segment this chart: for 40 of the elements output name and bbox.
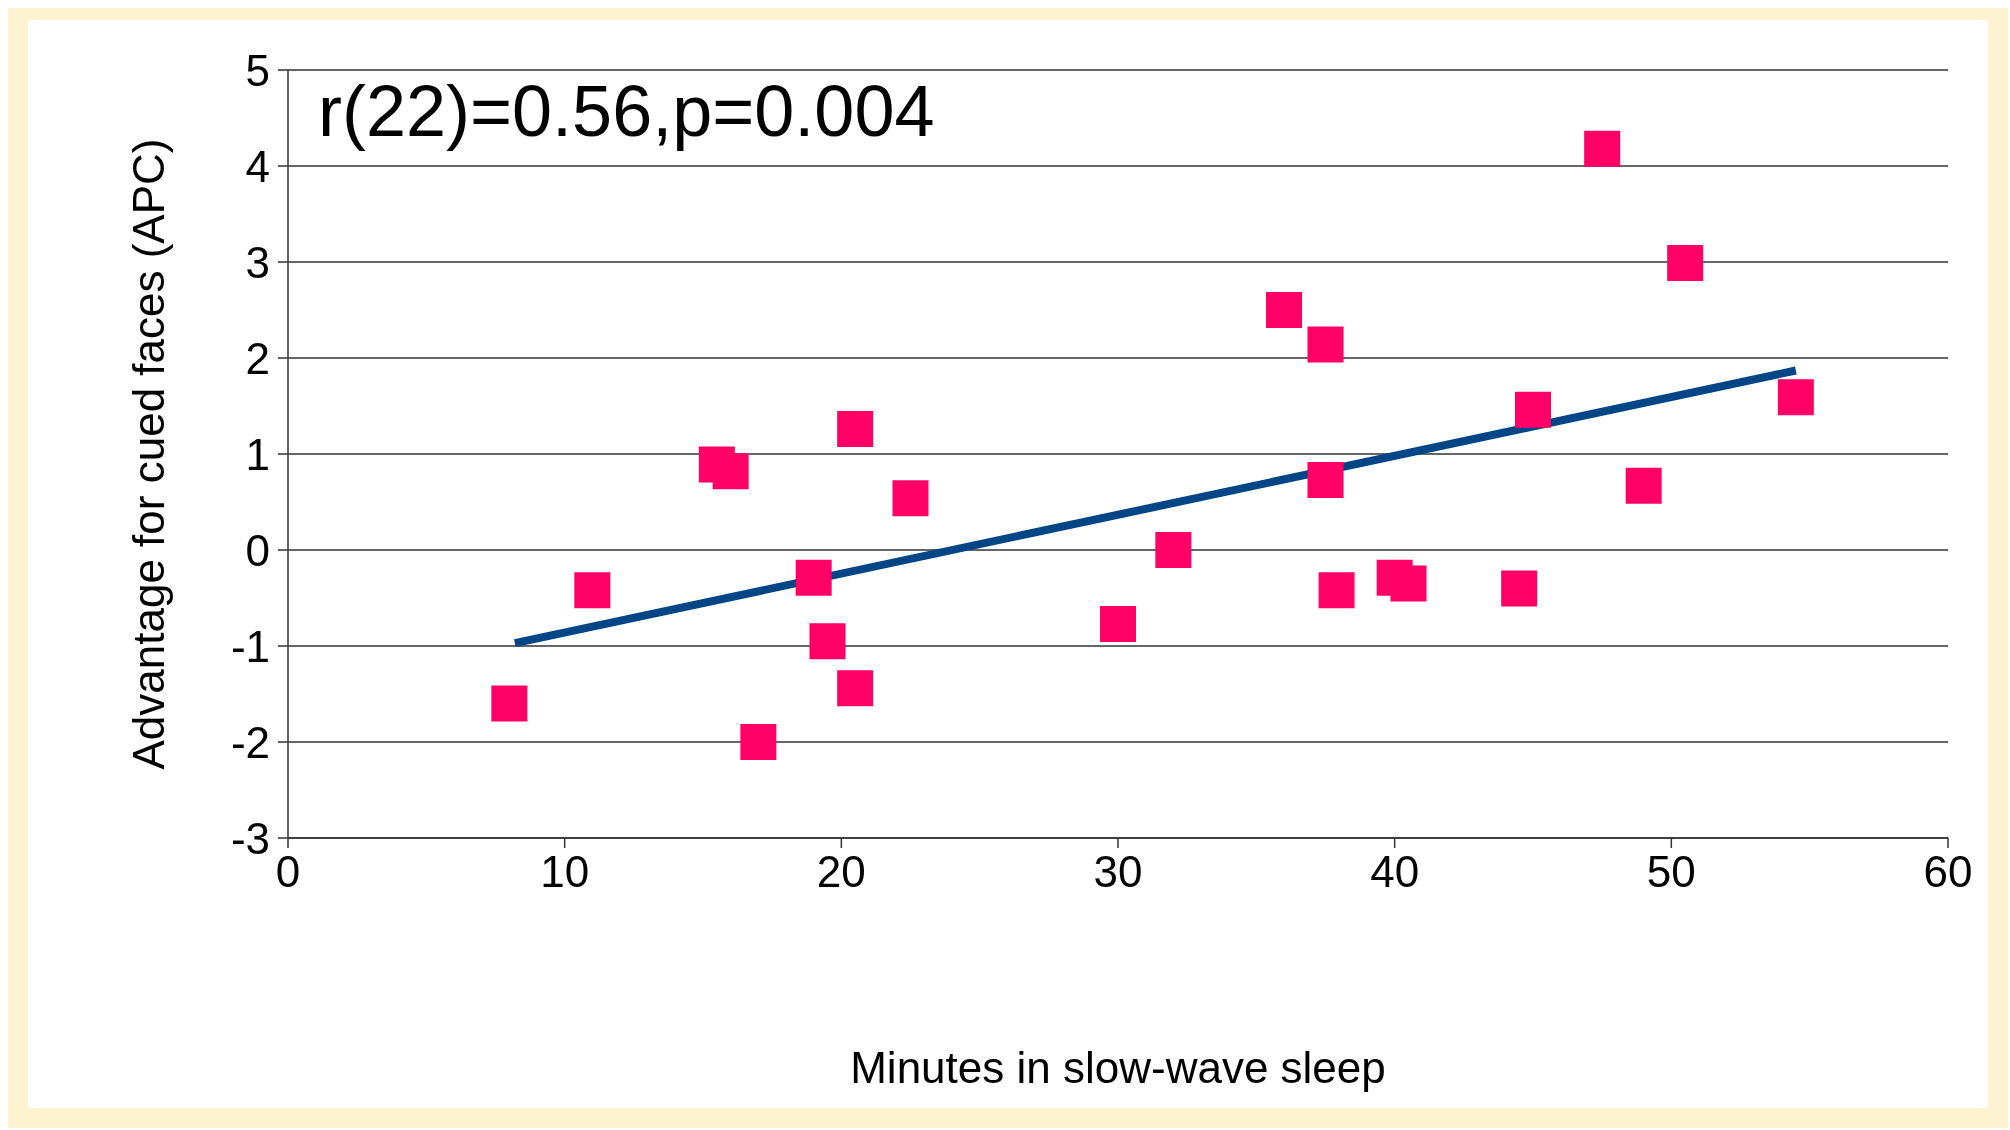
- point: [1307, 461, 1344, 498]
- x-tick-label: 50: [1646, 847, 1696, 897]
- point: [1777, 379, 1814, 416]
- x-tick-label: 10: [540, 847, 590, 897]
- point: [1390, 565, 1427, 602]
- point: [1100, 605, 1136, 642]
- point: [892, 480, 929, 517]
- point: [795, 559, 832, 596]
- point: [574, 572, 611, 609]
- y-tick-label: -2: [230, 717, 270, 767]
- x-axis-title: Minutes in slow-wave sleep: [850, 1043, 1386, 1092]
- annotation: r(22)=0.56,p=0.004: [318, 70, 935, 152]
- y-tick-label: 4: [245, 141, 270, 191]
- point: [1667, 244, 1704, 281]
- y-tick-label: -1: [230, 621, 270, 671]
- point: [1155, 532, 1192, 568]
- y-tick-label: 1: [245, 429, 270, 479]
- x-tick-label: 30: [1093, 847, 1143, 897]
- x-tick-label: 60: [1923, 847, 1973, 897]
- x-tick-label: 40: [1370, 847, 1420, 897]
- point: [837, 411, 874, 448]
- y-axis-title: Advantage for cued faces (APC): [123, 138, 173, 770]
- point: [491, 685, 528, 722]
- point: [712, 453, 749, 490]
- y-tick-label: 0: [245, 525, 270, 575]
- point: [809, 623, 846, 660]
- y-tick-label: 3: [245, 237, 270, 287]
- point: [1266, 292, 1302, 328]
- point: [740, 724, 777, 760]
- point: [837, 670, 874, 707]
- point: [1515, 391, 1551, 428]
- y-tick-label: 5: [245, 45, 270, 95]
- x-tick-label: 20: [816, 847, 866, 897]
- point: [1584, 130, 1621, 167]
- point: [1307, 326, 1344, 363]
- y-tick-label: 2: [245, 333, 270, 383]
- point: [1318, 572, 1355, 609]
- point: [1625, 467, 1662, 504]
- y-tick-label: -3: [230, 813, 270, 863]
- point: [1501, 570, 1538, 607]
